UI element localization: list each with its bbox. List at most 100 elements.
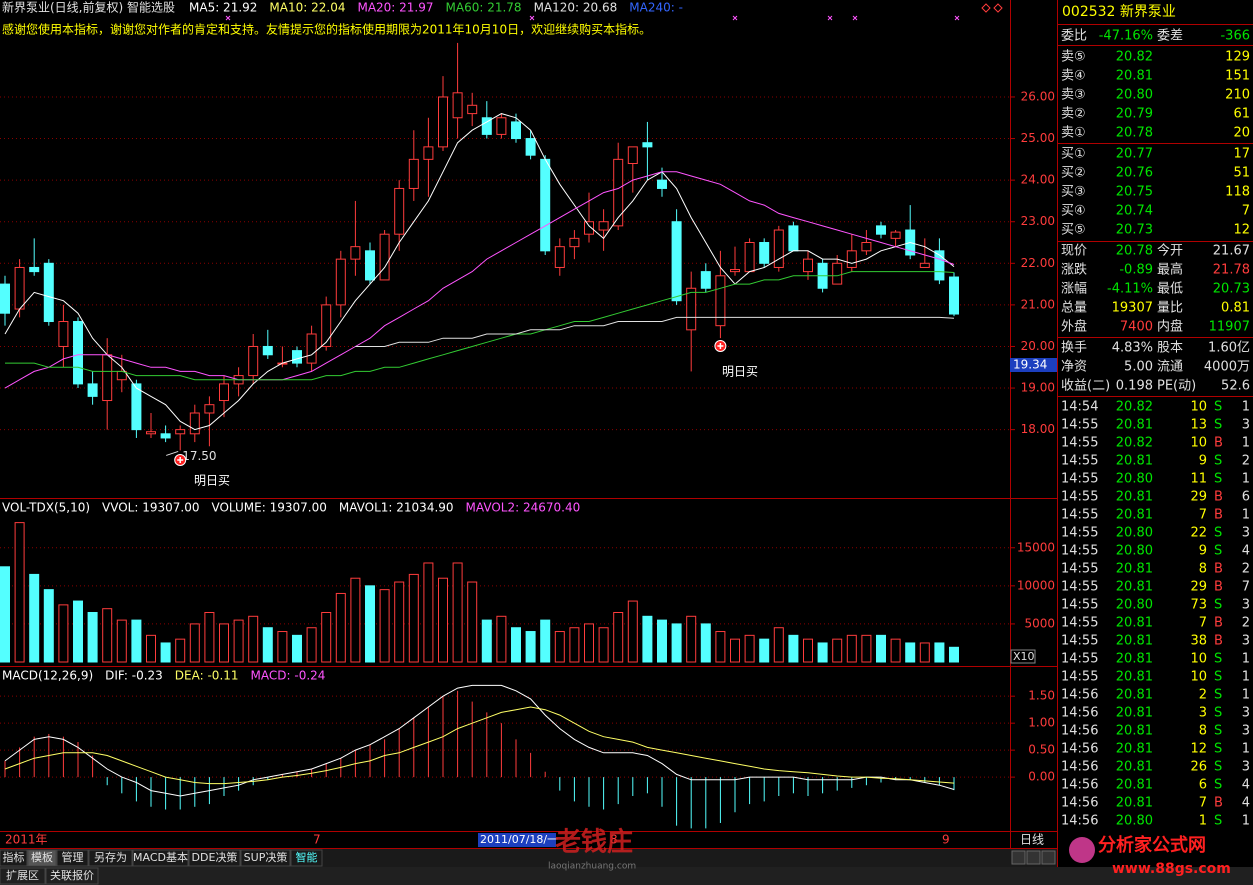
volume-bar [335, 592, 346, 663]
tab[interactable] [132, 849, 189, 867]
quote-cell: 20.80 [1116, 544, 1153, 559]
candle-body [554, 246, 565, 268]
tab-label[interactable]: DDE决策 [192, 850, 238, 864]
quote-cell: 20.81 [1116, 796, 1153, 811]
quote-cell: 1 [1199, 814, 1207, 829]
candle-body [87, 383, 98, 397]
quote-cell: -0.89 [1119, 263, 1153, 278]
candle-body [803, 258, 813, 273]
bottom-tab[interactable] [45, 867, 99, 885]
quote-cell: 20.80 [1116, 88, 1153, 103]
quote-cell: 10 [1190, 436, 1207, 451]
quote-cell: B [1214, 436, 1223, 451]
quote-cell: 4000万 [1204, 360, 1250, 375]
buy-marker-cross [177, 457, 184, 463]
quote-cell: 14:54 [1061, 400, 1098, 415]
tab[interactable] [27, 849, 57, 867]
quote-cell: S [1214, 724, 1222, 739]
quote-cell: B [1214, 616, 1223, 631]
quote-cell: 4 [1242, 544, 1250, 559]
tool-button[interactable] [1026, 850, 1041, 865]
quote-cell: 换手 [1061, 341, 1087, 356]
quote-cell: 21.78 [1213, 263, 1250, 278]
candle-body [511, 121, 521, 140]
quote-cell: 最低 [1157, 282, 1183, 297]
quote-cell: 20.81 [1116, 616, 1153, 631]
quote-cell: 20.81 [1116, 742, 1153, 757]
volume-bar [29, 573, 40, 663]
ma-line [355, 316, 955, 347]
quote-cell: 118 [1225, 185, 1250, 200]
quote-cell: 买② [1061, 166, 1086, 181]
quote-cell: 卖⑤ [1061, 50, 1086, 65]
volume-bar [262, 627, 273, 663]
quote-cell: -4.11% [1107, 282, 1153, 297]
volume-bar [788, 634, 799, 663]
candle-body [890, 231, 901, 239]
candle-body [584, 221, 594, 235]
signal-cross [954, 15, 960, 21]
quote-cell: 20.81 [1116, 490, 1153, 505]
y-tick-label: 19.00 [1021, 381, 1055, 395]
tool-button[interactable] [1041, 850, 1056, 865]
tab-label[interactable]: 另存为 [94, 850, 127, 864]
tab-label[interactable]: 智能 [296, 850, 318, 864]
volume-bar [277, 631, 288, 663]
candle-body [189, 412, 200, 435]
quote-cell: 8 [1199, 724, 1207, 739]
quote-cell: 8 [1199, 562, 1207, 577]
tab-label[interactable]: 管理 [62, 850, 84, 864]
volume-bar [423, 562, 434, 663]
quote-cell: 20.77 [1116, 147, 1153, 162]
quote-cell: 20.80 [1116, 814, 1153, 829]
volume-bar [146, 634, 156, 663]
tab[interactable] [290, 849, 323, 867]
y-tick-label: 1.00 [1028, 716, 1055, 730]
tab-label[interactable]: SUP决策 [244, 850, 288, 864]
candle-body [934, 250, 945, 281]
volume-bar [511, 627, 521, 663]
tool-button[interactable] [1011, 850, 1026, 865]
volume-bar [481, 619, 492, 663]
bottom-tab[interactable] [0, 867, 46, 885]
candle-body [58, 321, 69, 347]
quote-cell: 14:55 [1061, 670, 1098, 685]
quote-cell: 14:55 [1061, 472, 1098, 487]
tab-label[interactable]: 指标 [3, 850, 25, 864]
period-label: 日线 [1020, 833, 1044, 847]
quote-cell: 14:56 [1061, 796, 1098, 811]
candle-body [131, 383, 142, 431]
quote-cell: 10 [1190, 652, 1207, 667]
tab[interactable] [56, 849, 89, 867]
dif-line [4, 684, 955, 797]
candle-body [949, 276, 959, 315]
quote-cell: 14:55 [1061, 598, 1098, 613]
bottom-tab-label[interactable]: 关联报价 [50, 868, 94, 882]
tab[interactable] [88, 849, 133, 867]
quote-cell: S [1214, 598, 1222, 613]
quote-cell: 14:56 [1061, 760, 1098, 775]
volume-bar [949, 646, 959, 663]
y-tick-label: 21.00 [1021, 297, 1055, 311]
quote-cell: 151 [1225, 69, 1250, 84]
volume-bar [700, 623, 711, 663]
quote-cell: 73 [1190, 598, 1207, 613]
tab-label[interactable]: 模板 [31, 850, 53, 864]
tab[interactable] [188, 849, 241, 867]
tab[interactable] [0, 849, 28, 867]
quote-cell: 20.81 [1116, 418, 1153, 433]
tab-label[interactable]: MACD基本 [133, 850, 188, 864]
quote-cell: 14:56 [1061, 814, 1098, 829]
volume-bar [686, 615, 697, 663]
quote-cell: 14:55 [1061, 508, 1098, 523]
candle-body [146, 431, 156, 435]
bottom-tab-label[interactable]: 扩展区 [6, 868, 39, 882]
quote-cell: S [1214, 670, 1222, 685]
volume-bar [438, 577, 448, 663]
candle-body [481, 117, 492, 135]
buy-signal-label: 明日买 [722, 365, 758, 379]
tab[interactable] [240, 849, 291, 867]
quote-cell: S [1214, 706, 1222, 721]
scale-box [1010, 649, 1036, 664]
